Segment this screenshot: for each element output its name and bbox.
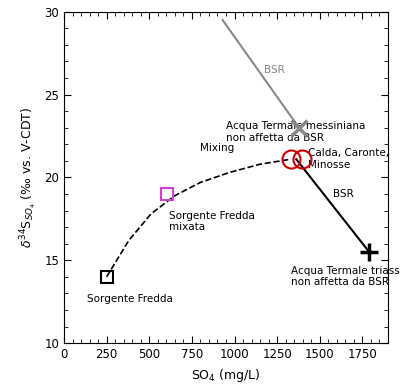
- Text: BSR: BSR: [334, 189, 354, 199]
- Text: Calda, Caronte,
Minosse: Calda, Caronte, Minosse: [308, 148, 390, 170]
- Text: Sorgente Fredda
mixata: Sorgente Fredda mixata: [169, 211, 255, 232]
- Y-axis label: $\delta^{34}$S$_{SO_4}$ (‰ vs. V-CDT): $\delta^{34}$S$_{SO_4}$ (‰ vs. V-CDT): [18, 107, 39, 248]
- Text: Acqua Termale triassica
non affetta da BSR: Acqua Termale triassica non affetta da B…: [291, 266, 400, 287]
- Text: Sorgente Fredda: Sorgente Fredda: [87, 294, 173, 304]
- Text: Mixing: Mixing: [200, 143, 235, 153]
- Text: BSR: BSR: [264, 65, 285, 75]
- X-axis label: SO$_4$ (mg/L): SO$_4$ (mg/L): [191, 367, 261, 384]
- Text: Acqua Termale messiniana
non affetta da BSR: Acqua Termale messiniana non affetta da …: [226, 121, 365, 143]
